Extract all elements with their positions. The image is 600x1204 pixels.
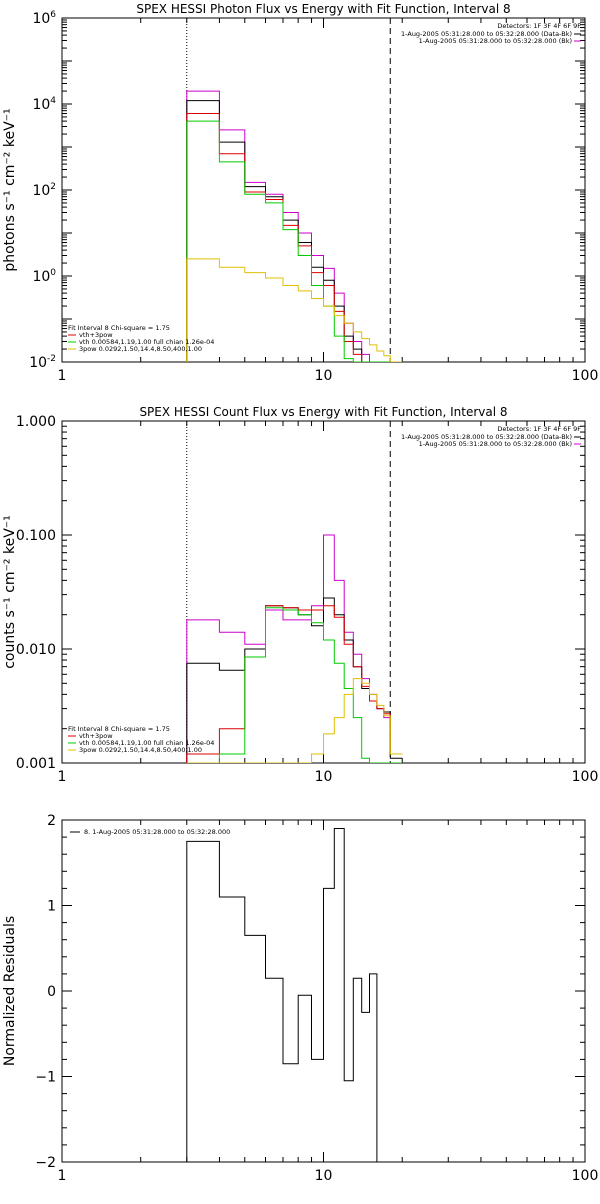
fit-legend-entry: vth 0.00584,1.19,1.00 full chian 1.26e-0…: [79, 739, 214, 747]
x-tick-label: 100: [572, 368, 599, 384]
x-tick-label: 1: [58, 1168, 67, 1184]
y-tick-exponent: 2: [50, 182, 56, 192]
y-tick-label: −1: [35, 1070, 56, 1086]
x-tick-label: 10: [315, 368, 333, 384]
series-line-3: [186, 607, 403, 763]
y-tick-label: 104: [32, 96, 56, 113]
legend-header: Detectors: 1F 3F 4F 6F 9F: [497, 22, 581, 30]
y-tick-label: 102: [32, 182, 56, 199]
y-tick-label: 1: [47, 899, 56, 915]
series-group: [186, 90, 403, 362]
y-tick-label: 0.010: [16, 642, 56, 658]
x-tick-label: 1: [58, 368, 67, 384]
y-tick-exponent: -2: [47, 354, 56, 364]
y-tick-label: 0.001: [16, 756, 56, 772]
plot-frame: [61, 17, 586, 363]
y-tick-base: 10: [29, 355, 47, 371]
y-tick-label: −2: [35, 1155, 56, 1171]
y-axis-label: counts s⁻¹ cm⁻² keV⁻¹: [2, 515, 18, 669]
legend-entry: 1-Aug-2005 05:31:28.000 to 05:32:28.000 …: [419, 37, 572, 45]
series-group: [186, 534, 403, 763]
y-tick-exponent: 4: [50, 96, 56, 106]
y-tick-base: 10: [32, 11, 50, 27]
photon-flux-panel: SPEX HESSI Photon Flux vs Energy with Fi…: [2, 2, 598, 384]
y-tick-base: 10: [32, 183, 50, 199]
fit-legend-entry: vth 0.00584,1.19,1.00 full chian 1.26e-0…: [79, 338, 214, 346]
y-tick-label: 10-2: [29, 354, 56, 371]
y-tick-label: 1.000: [16, 414, 56, 430]
legend-entry: 1-Aug-2005 05:31:28.000 to 05:32:28.000 …: [419, 440, 572, 448]
y-tick-exponent: 0: [50, 268, 56, 278]
series-line-0: [186, 828, 391, 1162]
fit-legend-header: Fit Interval 8 Chi-square = 1.75: [68, 725, 170, 733]
series-group: [186, 828, 391, 1162]
y-tick-label: 2: [47, 813, 56, 829]
x-tick-label: 10: [315, 769, 333, 785]
y-tick-label: 0.100: [16, 528, 56, 544]
legend-header: Detectors: 1F 3F 4F 6F 9F: [497, 425, 581, 433]
legend-entry: 8. 1-Aug-2005 05:31:28.000 to 05:32:28.0…: [84, 828, 230, 836]
series-line-3: [186, 120, 403, 362]
y-tick-label: 0: [47, 984, 56, 1000]
chart-title: SPEX HESSI Photon Flux vs Energy with Fi…: [136, 2, 510, 16]
fit-legend-entry: vth+3pow: [79, 732, 113, 740]
y-tick-label: 100: [32, 268, 56, 285]
residuals-panel: 1 10 100 −2 −1 0 1 2 Normalized Residuals 8. 1-Au…: [2, 813, 598, 1184]
fit-legend-entry: 3pow 0.0292,1.50,14.4,8.50,400,1.00: [79, 345, 202, 353]
chart-title: SPEX HESSI Count Flux vs Energy with Fit…: [139, 405, 507, 419]
fit-legend-entry: 3pow 0.0292,1.50,14.4,8.50,400,1.00: [79, 746, 202, 754]
x-tick-label: 10: [315, 1168, 333, 1184]
fit-legend-entry: vth+3pow: [79, 331, 113, 339]
x-tick-label: 1: [58, 769, 67, 785]
y-tick-base: 10: [32, 97, 50, 113]
y-axis-label: photons s⁻¹ cm⁻² keV⁻¹: [2, 108, 18, 271]
fit-legend-header: Fit Interval 8 Chi-square = 1.75: [68, 324, 170, 332]
x-tick-label: 100: [572, 1168, 599, 1184]
y-axis-label: Normalized Residuals: [2, 916, 18, 1066]
legend-entry: 1-Aug-2005 05:31:28.000 to 05:32:28.000 …: [401, 433, 572, 441]
series-line-4: [186, 258, 403, 362]
y-tick-exponent: 6: [50, 10, 56, 20]
x-tick-label: 100: [572, 769, 599, 785]
series-line-4: [186, 678, 403, 763]
y-tick-base: 10: [32, 269, 50, 285]
count-flux-panel: SPEX HESSI Count Flux vs Energy with Fit…: [2, 405, 598, 785]
y-tick-label: 106: [32, 10, 56, 27]
legend-entry: 1-Aug-2005 05:31:28.000 to 05:32:28.000 …: [401, 30, 572, 38]
